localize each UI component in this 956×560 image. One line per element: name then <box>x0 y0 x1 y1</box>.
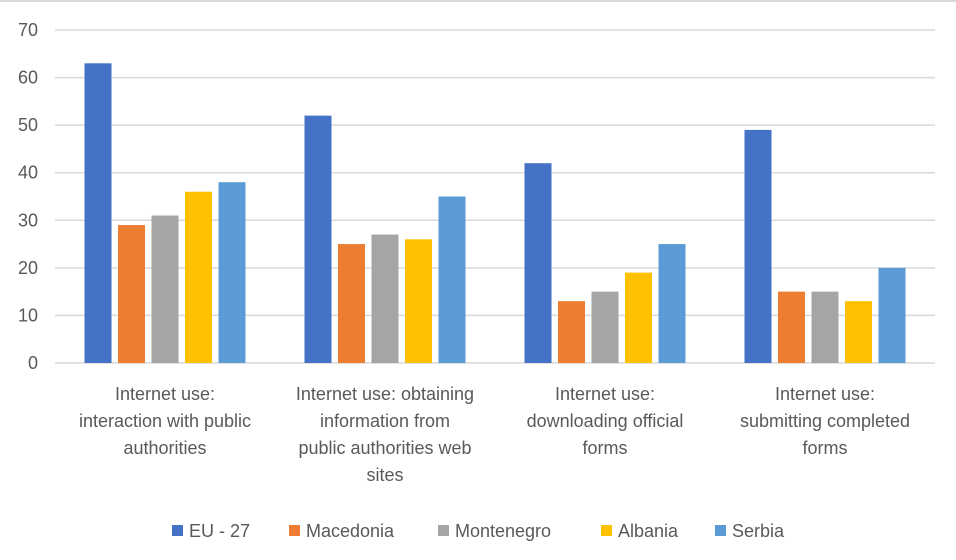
legend-swatch <box>172 525 183 536</box>
legend-swatch <box>601 525 612 536</box>
legend-label: Serbia <box>732 521 785 541</box>
category-label: submitting completed <box>740 411 910 431</box>
bar-albania-2 <box>625 272 652 363</box>
y-tick-label: 50 <box>18 115 38 135</box>
legend: EU - 27 Macedonia Montenegro Albania Serbia <box>172 521 785 541</box>
y-tick-label: 10 <box>18 305 38 325</box>
legend-label: EU - 27 <box>189 521 250 541</box>
category-label: forms <box>583 438 628 458</box>
bar-serbia-2 <box>658 244 686 363</box>
bar-albania-1 <box>405 239 432 363</box>
legend-label: Montenegro <box>455 521 551 541</box>
bar-eu-27-3 <box>744 129 772 363</box>
y-tick-label: 60 <box>18 68 38 88</box>
legend-label: Albania <box>618 521 679 541</box>
legend-swatch <box>438 525 449 536</box>
bar-eu-27-0 <box>84 63 112 364</box>
category-label: authorities <box>123 438 206 458</box>
y-tick-label: 0 <box>28 353 38 373</box>
category-label: public authorities web <box>298 438 471 458</box>
category-label: Internet use: <box>775 384 875 404</box>
bar-montenegro-1 <box>371 234 399 363</box>
bar-montenegro-0 <box>151 215 179 363</box>
y-tick-label: 20 <box>18 258 38 278</box>
bar-albania-0 <box>185 191 212 363</box>
category-label: forms <box>803 438 848 458</box>
category-label: information from <box>320 411 450 431</box>
y-tick-label: 70 <box>18 20 38 40</box>
category-label: Internet use: <box>555 384 655 404</box>
bar-macedonia-0 <box>118 225 145 363</box>
category-label: downloading official <box>527 411 684 431</box>
bar-albania-3 <box>845 301 872 363</box>
bar-serbia-0 <box>218 182 246 363</box>
category-label: interaction with public <box>79 411 251 431</box>
bar-macedonia-1 <box>338 244 365 363</box>
legend-swatch <box>289 525 300 536</box>
bar-macedonia-2 <box>558 301 585 363</box>
bar-serbia-3 <box>878 267 906 363</box>
y-tick-label: 40 <box>18 163 38 183</box>
y-tick-label: 30 <box>18 210 38 230</box>
legend-swatch <box>715 525 726 536</box>
y-axis-tick-labels: 0 10 20 30 40 50 60 70 <box>18 20 38 373</box>
legend-label: Macedonia <box>306 521 395 541</box>
bars <box>84 63 906 364</box>
bar-macedonia-3 <box>778 291 805 363</box>
bar-serbia-1 <box>438 196 466 363</box>
category-label: sites <box>366 465 403 485</box>
bar-montenegro-3 <box>811 291 839 363</box>
bar-eu-27-2 <box>524 163 552 363</box>
category-label: Internet use: obtaining <box>296 384 474 404</box>
x-axis-category-labels: Internet use: interaction with public auth… <box>79 384 910 485</box>
category-label: Internet use: <box>115 384 215 404</box>
bar-eu-27-1 <box>304 115 332 363</box>
bar-montenegro-2 <box>591 291 619 363</box>
